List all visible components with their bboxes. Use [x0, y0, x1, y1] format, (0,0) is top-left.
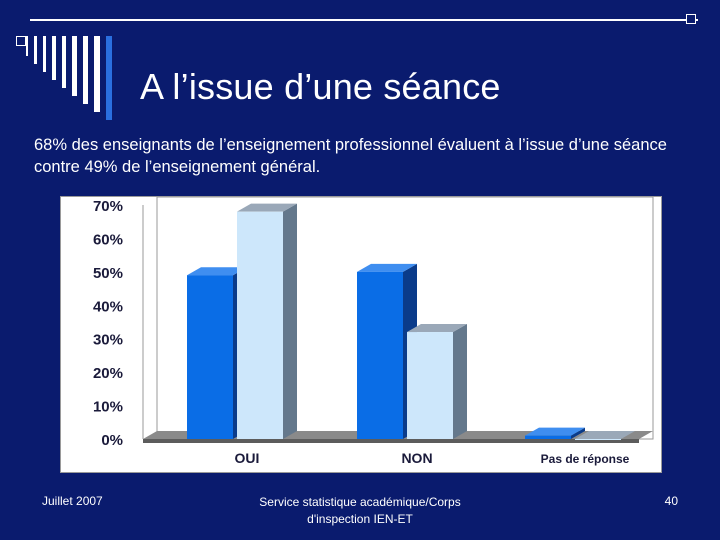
decorative-stripe — [43, 36, 46, 72]
decorative-stripe — [62, 36, 66, 88]
y-tick-label: 10% — [93, 399, 123, 416]
bar — [525, 435, 571, 439]
decorative-stripe — [94, 36, 100, 112]
bar-top — [575, 431, 635, 439]
bar — [575, 439, 621, 440]
bar-side — [283, 203, 297, 439]
decorative-stripe — [34, 36, 37, 64]
corner-square-icon — [686, 14, 696, 24]
page-number: 40 — [664, 494, 678, 508]
chart-floor-edge — [143, 439, 639, 443]
bar-top — [357, 263, 417, 272]
bar — [237, 211, 283, 439]
decorative-stripe — [52, 36, 56, 80]
corner-square-icon — [16, 36, 26, 46]
decorative-stripe — [72, 36, 77, 96]
y-tick-label: 0% — [101, 432, 123, 449]
bar-top — [525, 427, 585, 436]
bar — [357, 271, 403, 439]
y-tick-label: 50% — [93, 265, 123, 282]
y-tick-label: 40% — [93, 298, 123, 315]
y-tick-label: 20% — [93, 365, 123, 382]
x-tick-label: OUI — [235, 450, 260, 466]
bar-top — [407, 324, 467, 333]
top-rule — [30, 19, 698, 21]
footer-date: Juillet 2007 — [42, 494, 103, 508]
bar-chart: 0% 10% 20% 30% 40% 50% 60% 70% OUI NON Pas de répo… — [60, 196, 662, 473]
bar-side — [571, 427, 585, 439]
decorative-stripe — [26, 36, 28, 56]
y-tick-label: 60% — [93, 231, 123, 248]
bar-top — [187, 267, 247, 276]
slide-subtitle: 68% des enseignants de l’enseignement pr… — [34, 136, 667, 176]
y-tick-label: 70% — [93, 198, 123, 215]
bar-top — [237, 203, 297, 212]
chart-canvas: 0% 10% 20% 30% 40% 50% 60% 70% OUI NON Pas de répo… — [93, 197, 654, 466]
bar — [407, 332, 453, 439]
bar — [187, 275, 233, 439]
x-tick-label: Pas de réponse — [541, 452, 630, 466]
bar-side — [453, 324, 467, 439]
slide-title: A l’issue d’une séance — [140, 66, 501, 107]
decorative-stripes — [26, 36, 126, 136]
footer-source: Service statistique académique/Corps d'i… — [259, 495, 461, 526]
y-tick-label: 30% — [93, 332, 123, 349]
decorative-stripe — [83, 36, 88, 104]
decorative-stripe — [106, 36, 112, 120]
x-tick-label: NON — [401, 450, 432, 466]
